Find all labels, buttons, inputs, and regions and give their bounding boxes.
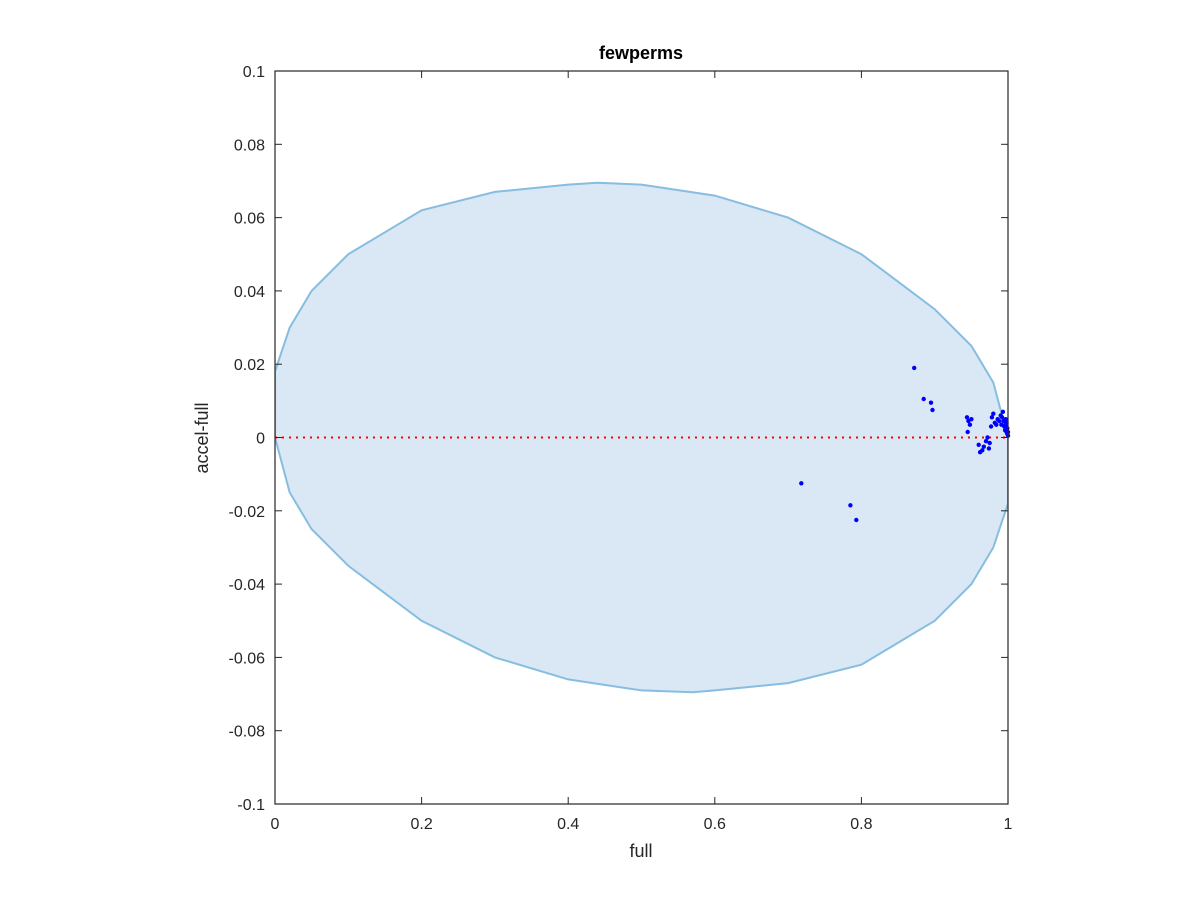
y-tick-label: 0.1 xyxy=(243,64,265,81)
confidence-ellipse xyxy=(275,181,1008,694)
data-point xyxy=(989,415,995,420)
x-tick-label: 0.6 xyxy=(704,816,726,833)
y-tick-label: -0.02 xyxy=(229,504,266,521)
x-tick-label: 0.2 xyxy=(410,816,432,833)
x-axis-label: full xyxy=(629,841,652,861)
y-tick-label: 0.02 xyxy=(234,357,265,374)
data-point xyxy=(988,424,994,429)
data-point xyxy=(987,440,992,446)
data-point xyxy=(985,435,990,440)
data-point xyxy=(999,415,1005,420)
y-tick-label: 0.08 xyxy=(234,137,265,154)
x-tick-label: 0.8 xyxy=(850,816,872,833)
data-point xyxy=(1003,417,1008,422)
data-point xyxy=(854,517,859,523)
y-tick-label: 0 xyxy=(256,431,265,448)
data-point xyxy=(994,422,999,427)
data-point xyxy=(1000,409,1006,414)
data-point xyxy=(964,415,970,420)
data-point xyxy=(980,448,985,453)
data-point xyxy=(928,400,934,405)
data-point xyxy=(991,411,996,416)
data-point xyxy=(930,407,935,413)
data-point xyxy=(976,442,981,447)
x-tick-label: 0.4 xyxy=(557,816,579,833)
y-axis-label: accel-full xyxy=(192,402,212,473)
data-point xyxy=(986,446,992,451)
data-point xyxy=(912,365,917,371)
data-point xyxy=(967,422,973,427)
data-point xyxy=(799,481,804,486)
x-tick-label: 1 xyxy=(1004,816,1013,833)
y-tick-label: 0.04 xyxy=(234,284,265,301)
y-tick-label: -0.04 xyxy=(229,577,266,594)
data-point xyxy=(997,418,1002,424)
y-tick-label: -0.08 xyxy=(229,724,266,741)
data-point xyxy=(921,396,926,402)
data-point xyxy=(969,417,974,422)
data-point xyxy=(848,503,853,508)
y-tick-label: -0.06 xyxy=(229,650,266,667)
x-tick-label: 0 xyxy=(271,816,280,833)
data-point xyxy=(981,444,986,449)
data-point xyxy=(983,439,989,444)
data-point xyxy=(965,429,970,435)
plot-area: 0 0.2 0.4 0.6 0.8 1 -0.1 -0.08 -0.06 -0.04 -0.02 0 0… xyxy=(229,64,1013,833)
y-tick-label: 0.06 xyxy=(234,211,265,228)
y-tick-label: -0.1 xyxy=(237,797,265,814)
chart-title: fewperms xyxy=(599,43,683,63)
